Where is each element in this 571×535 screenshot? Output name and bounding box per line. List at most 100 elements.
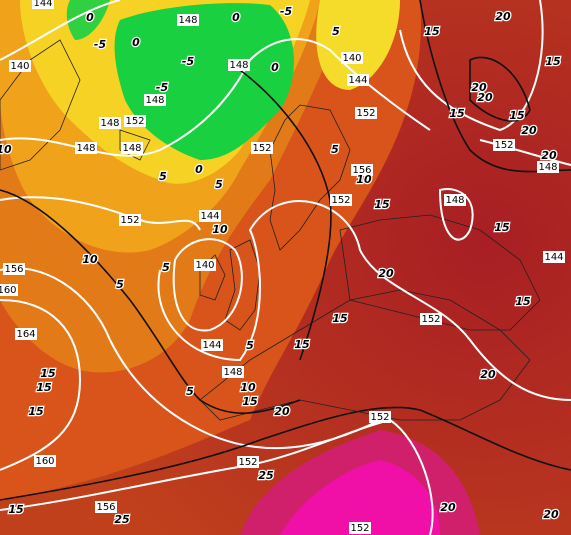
label-box [199, 210, 221, 222]
temperature-label: 10 [240, 381, 256, 394]
temperature-label: 5 [331, 143, 339, 156]
temperature-label: 10 [82, 253, 98, 266]
label-box [420, 313, 442, 325]
temperature-label: 20 [477, 91, 493, 104]
temperature-label: 15 [8, 503, 24, 516]
temperature-label: 20 [471, 81, 487, 94]
temperature-label: 20 [541, 149, 557, 162]
height-label: 152 [331, 195, 350, 206]
label-box [95, 501, 117, 513]
height-label: 144 [544, 252, 563, 263]
temperature-label: -5 [280, 5, 293, 18]
height-label: 148 [538, 162, 557, 173]
temperature-label: 20 [378, 267, 394, 280]
temperature-label: 10 [212, 223, 228, 236]
temperature-label: 15 [332, 312, 348, 325]
coastlines [0, 39, 541, 421]
temperature-label: 5 [215, 178, 223, 191]
temperature-label: 15 [515, 295, 531, 308]
temperature-label: 10 [356, 173, 372, 186]
label-box [9, 60, 31, 72]
height-label: 144 [348, 75, 367, 86]
height-label: 144 [200, 211, 219, 222]
height-label: 148 [76, 143, 95, 154]
label-box [341, 52, 363, 64]
label-box [194, 259, 216, 271]
temperature-label: 15 [424, 25, 440, 38]
temperature-label: 20 [440, 501, 456, 514]
temperature-label: 15 [545, 55, 561, 68]
height-label: 160 [0, 285, 17, 296]
height-label: 152 [370, 412, 389, 423]
height-label: 148 [122, 143, 141, 154]
temperature-label: 5 [332, 25, 340, 38]
height-label: 156 [96, 502, 115, 513]
temperature-label: 20 [480, 368, 496, 381]
temperature-label: 15 [494, 221, 510, 234]
label-box [493, 139, 515, 151]
height-label: 152 [125, 116, 144, 127]
label-box [75, 142, 97, 154]
label-box [347, 74, 369, 86]
height-label: 156 [352, 165, 371, 176]
temperature-label: -5 [182, 55, 195, 68]
temperature-label: 20 [274, 405, 290, 418]
height-label: 148 [100, 118, 119, 129]
height-label: 152 [356, 108, 375, 119]
temperature-label: 0 [232, 11, 240, 24]
temperature-label: 20 [521, 124, 537, 137]
label-box [355, 107, 377, 119]
label-box [0, 284, 18, 296]
height-label: 144 [202, 340, 221, 351]
height-label: 160 [35, 456, 54, 467]
height-label: 140 [195, 260, 214, 271]
temperature-label: 25 [258, 469, 274, 482]
temperature-label: 15 [40, 367, 56, 380]
label-box [228, 59, 250, 71]
temperature-label: 15 [294, 338, 310, 351]
label-box [351, 164, 373, 176]
height-label: 164 [16, 329, 35, 340]
label-box [222, 366, 244, 378]
height-label: 152 [252, 143, 271, 154]
temperature-label: 15 [36, 381, 52, 394]
temperature-label: 0 [195, 163, 203, 176]
height-label: 152 [494, 140, 513, 151]
label-box [124, 115, 146, 127]
label-box [32, 0, 54, 9]
temperature-label: 20 [543, 508, 559, 521]
label-box [237, 456, 259, 468]
height-label: 140 [342, 53, 361, 64]
height-label: 140 [10, 61, 29, 72]
height-label: 148 [145, 95, 164, 106]
temperature-label: 5 [246, 339, 254, 352]
temperature-label: 15 [374, 198, 390, 211]
label-box [369, 411, 391, 423]
height-label: 144 [33, 0, 52, 9]
temperature-label: 25 [114, 513, 130, 526]
height-label: 148 [445, 195, 464, 206]
height-label: 152 [421, 314, 440, 325]
label-box [15, 328, 37, 340]
height-label: 152 [350, 523, 369, 534]
temperature-label: 0 [271, 61, 279, 74]
label-box [3, 263, 25, 275]
temperature-label: 15 [28, 405, 44, 418]
height-label: 148 [178, 15, 197, 26]
height-label: 148 [223, 367, 242, 378]
height-label: 152 [120, 215, 139, 226]
label-box [34, 455, 56, 467]
temperature-label: 20 [495, 10, 511, 23]
label-box [119, 214, 141, 226]
temperature-label: 15 [242, 395, 258, 408]
temperature-label: -5 [156, 81, 169, 94]
label-box [349, 522, 371, 534]
temperature-label: 10 [0, 143, 12, 156]
label-box [444, 194, 466, 206]
height-label: 152 [238, 457, 257, 468]
label-box [201, 339, 223, 351]
height-label: 148 [229, 60, 248, 71]
temperature-label: 5 [116, 278, 124, 291]
